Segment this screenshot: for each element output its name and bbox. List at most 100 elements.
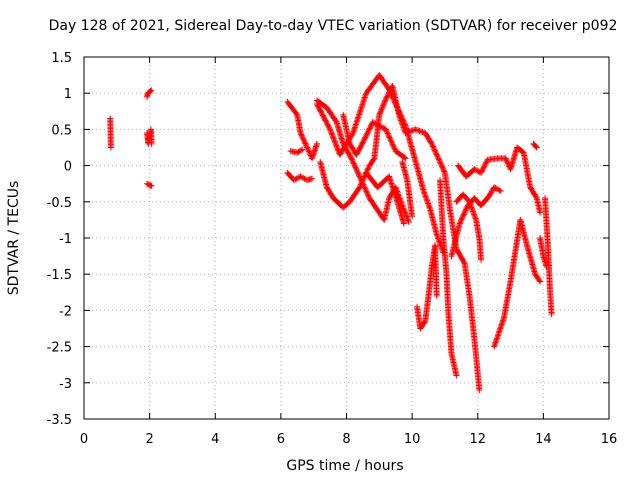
data-point — [463, 205, 470, 212]
data-point — [365, 192, 372, 199]
data-point — [315, 104, 322, 111]
data-point — [478, 256, 485, 263]
data-point — [469, 207, 476, 214]
data-point — [318, 109, 325, 116]
data-point — [471, 212, 478, 219]
data-point — [300, 136, 307, 143]
data-point — [299, 135, 306, 142]
data-point — [533, 193, 540, 200]
data-point — [433, 231, 440, 238]
data-point — [309, 175, 316, 182]
data-point — [360, 138, 367, 145]
data-point — [365, 165, 372, 172]
data-point — [379, 103, 386, 110]
y-tick-label: 1.5 — [51, 51, 72, 66]
y-tick-label: -1.5 — [47, 268, 72, 283]
data-point — [349, 157, 356, 164]
data-point — [351, 163, 358, 170]
data-point — [413, 126, 420, 133]
data-point — [322, 117, 329, 124]
data-point — [359, 178, 366, 185]
data-point — [468, 202, 475, 209]
data-point — [377, 107, 384, 114]
data-point — [409, 127, 416, 134]
data-point — [472, 214, 479, 221]
data-point — [330, 134, 337, 141]
x-tick-label: 4 — [211, 432, 219, 447]
data-point — [430, 144, 437, 151]
data-point — [148, 182, 155, 189]
data-point — [457, 219, 464, 226]
data-point — [469, 205, 476, 212]
data-point — [396, 111, 402, 118]
data-point — [362, 187, 369, 194]
data-point — [313, 140, 320, 147]
data-point — [379, 105, 386, 112]
y-tick-label: -0.5 — [47, 196, 72, 211]
data-point — [421, 190, 428, 197]
data-point — [305, 148, 312, 155]
data-point — [376, 110, 383, 117]
data-point — [460, 259, 467, 266]
data-point — [148, 87, 155, 94]
data-point — [472, 215, 479, 222]
data-point — [370, 156, 377, 163]
data-point — [381, 98, 388, 105]
data-point — [350, 160, 357, 167]
data-point — [422, 193, 429, 200]
data-point — [319, 111, 326, 118]
data-point — [328, 129, 335, 136]
data-point — [367, 122, 374, 129]
data-point — [435, 155, 442, 162]
data-point — [355, 185, 362, 192]
data-point — [386, 89, 393, 96]
data-point — [400, 124, 407, 131]
x-axis-label: GPS time / hours — [286, 458, 403, 474]
data-point — [504, 159, 511, 166]
data-point — [356, 184, 363, 191]
data-point — [503, 156, 510, 163]
data-point — [432, 150, 439, 157]
data-point — [434, 154, 441, 161]
data-point — [402, 130, 409, 137]
data-point — [298, 174, 305, 181]
data-point — [478, 169, 485, 176]
data-point — [329, 133, 336, 140]
data-point — [304, 145, 311, 152]
data-point — [390, 144, 397, 151]
data-point — [331, 137, 338, 144]
data-point — [354, 168, 361, 175]
data-point — [440, 165, 447, 172]
data-point — [402, 155, 409, 162]
data-point — [389, 139, 396, 146]
data-point — [459, 214, 466, 221]
y-tick-label: -2.5 — [47, 341, 72, 356]
data-point — [397, 116, 404, 123]
data-point — [396, 113, 403, 120]
data-point — [405, 217, 412, 224]
data-point — [388, 138, 395, 145]
data-point — [372, 120, 379, 127]
y-tick-label: 1 — [64, 87, 72, 102]
data-point — [416, 127, 423, 134]
data-point — [380, 124, 387, 131]
data-point — [461, 208, 468, 215]
data-point — [405, 219, 412, 226]
data-point — [532, 143, 539, 150]
data-point — [363, 188, 370, 195]
data-point — [303, 143, 310, 150]
data-point — [351, 161, 358, 168]
data-point — [299, 146, 306, 153]
data-points — [107, 72, 555, 394]
data-point — [359, 177, 366, 184]
data-point — [467, 200, 474, 207]
data-point — [366, 126, 373, 133]
data-point — [422, 192, 429, 199]
data-point — [321, 116, 328, 123]
data-point — [378, 124, 385, 131]
data-point — [432, 148, 439, 155]
data-point — [458, 216, 465, 223]
data-point — [329, 131, 336, 138]
data-point — [438, 163, 445, 170]
data-point — [389, 141, 396, 148]
